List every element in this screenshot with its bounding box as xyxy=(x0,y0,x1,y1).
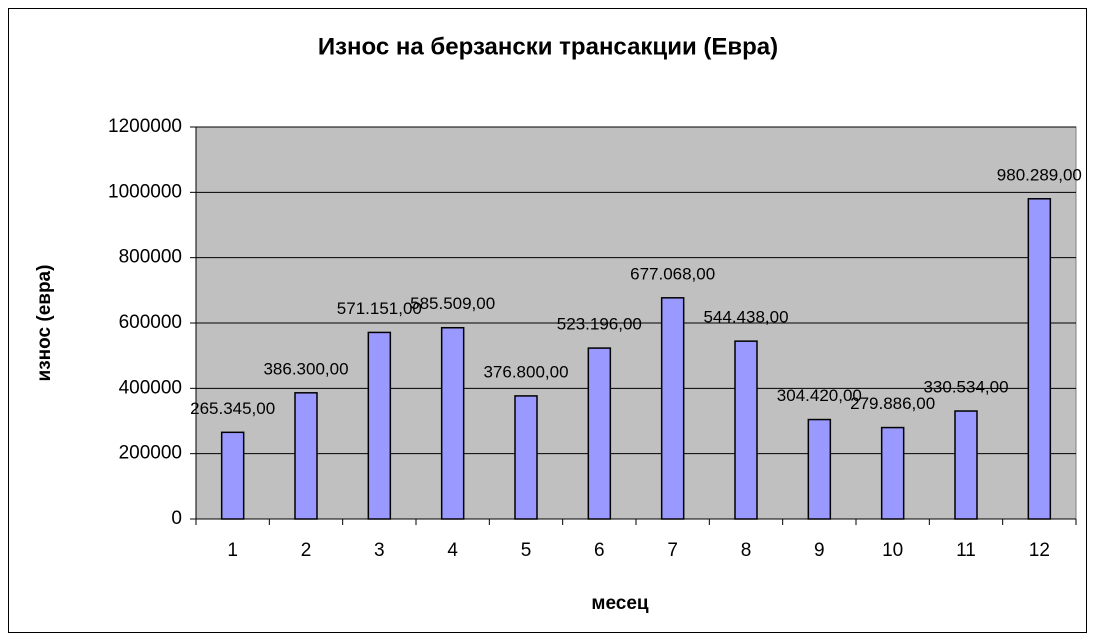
bar xyxy=(1027,198,1052,520)
x-tick-label: 1 xyxy=(227,540,238,561)
bar xyxy=(220,431,245,520)
x-tick-label: 9 xyxy=(814,540,825,561)
value-label: 265.345,00 xyxy=(190,399,275,418)
y-tick-label: 800000 xyxy=(119,247,182,268)
value-label: 376.800,00 xyxy=(483,362,568,381)
value-label: 585.509,00 xyxy=(410,294,495,313)
value-label: 386.300,00 xyxy=(263,359,348,378)
x-axis-title: месец xyxy=(591,593,649,614)
x-tick-label: 2 xyxy=(301,540,312,561)
chart-title: Износ на берзански трансакции (Евра) xyxy=(318,33,778,60)
bar xyxy=(734,340,758,520)
bar xyxy=(880,426,905,520)
bar xyxy=(660,297,685,520)
y-axis-title: износ (евра) xyxy=(34,265,55,382)
y-tick-label: 200000 xyxy=(119,443,182,464)
value-label: 544.438,00 xyxy=(703,308,788,327)
bar xyxy=(954,410,978,520)
value-label: 677.068,00 xyxy=(630,264,715,283)
bar xyxy=(807,418,832,520)
value-label: 304.420,00 xyxy=(777,386,862,405)
y-tick-label: 1000000 xyxy=(108,181,182,202)
x-tick-label: 3 xyxy=(374,540,385,561)
bar xyxy=(440,326,465,520)
x-tick-label: 6 xyxy=(594,540,605,561)
bar xyxy=(514,395,538,520)
value-label: 523.196,00 xyxy=(557,315,642,334)
value-label: 279.886,00 xyxy=(850,394,935,413)
y-tick-label: 400000 xyxy=(119,377,182,398)
x-tick-label: 8 xyxy=(741,540,752,561)
x-tick-label: 10 xyxy=(882,540,903,561)
x-tick-label: 7 xyxy=(667,540,678,561)
bar xyxy=(294,392,318,520)
value-label: 330.534,00 xyxy=(923,378,1008,397)
value-label: 980.289,00 xyxy=(997,165,1082,184)
x-tick-label: 4 xyxy=(447,540,458,561)
y-tick-label: 600000 xyxy=(119,312,182,333)
bar xyxy=(587,347,612,520)
value-label: 571.151,00 xyxy=(337,299,422,318)
x-tick-label: 12 xyxy=(1029,540,1050,561)
x-tick-label: 11 xyxy=(956,540,976,561)
y-tick-label: 0 xyxy=(171,508,182,529)
y-tick-label: 1200000 xyxy=(108,116,182,137)
x-tick-label: 5 xyxy=(521,540,532,561)
bar xyxy=(367,331,392,520)
